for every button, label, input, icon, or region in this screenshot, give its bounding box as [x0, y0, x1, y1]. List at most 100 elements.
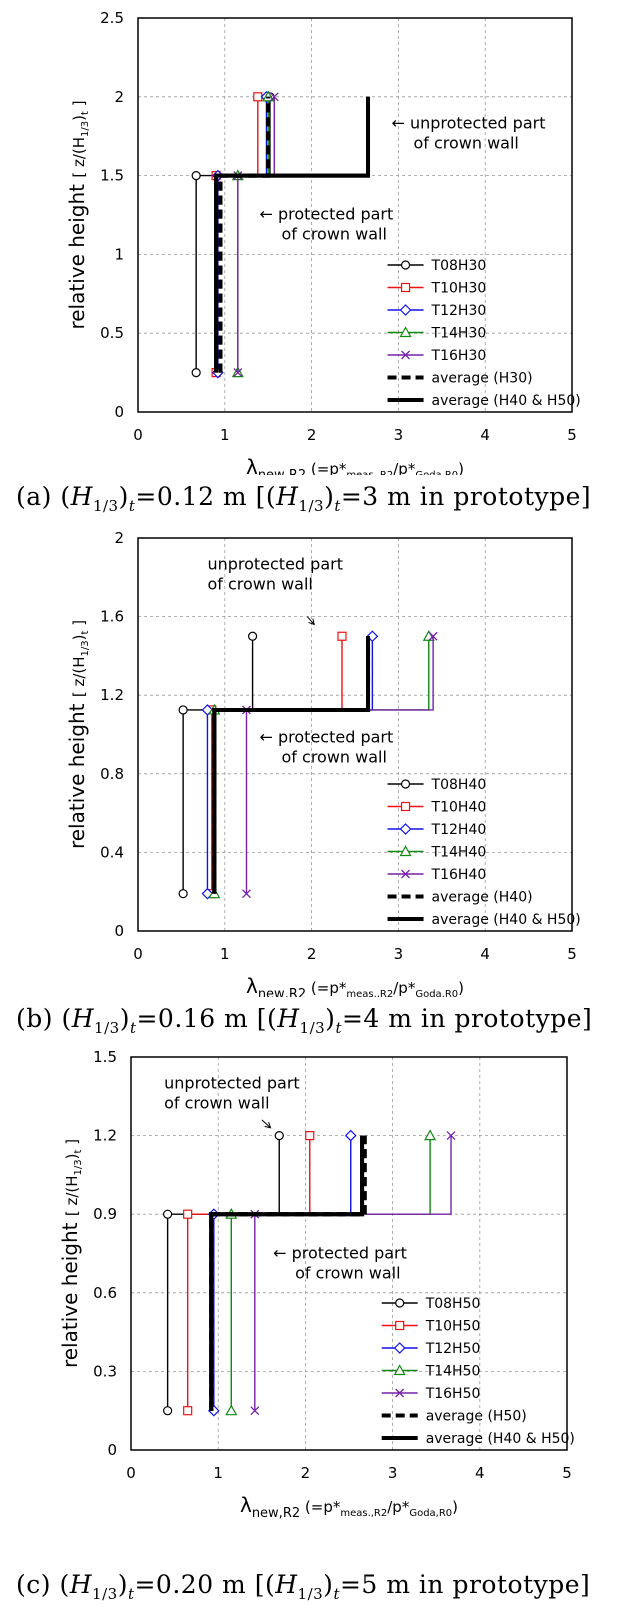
chart-b-series-t10h40-marker: [337, 631, 347, 641]
chart-c-legend-t14h50-marker: [393, 1364, 406, 1376]
chart-a-legend: T08H30 T10H30 T12H30 T14H30 T16H30 average (H…: [387, 258, 581, 409]
chart-c-ytick-label: 1.2: [93, 1127, 117, 1145]
chart-a-ytick-label: 0: [114, 403, 124, 421]
chart-b-legend-average-h40-label: average (H40): [432, 890, 533, 906]
chart-c-series-t08h50-line: [166, 1135, 280, 1411]
chart-a-xlabel-end: ): [458, 460, 464, 475]
chart-a-frame: [137, 17, 573, 413]
chart-a-xtick-label: 3: [394, 426, 404, 444]
chart-c-ytick-label: 0.3: [93, 1362, 117, 1380]
chart-c-series-t10h50-marker: [183, 1209, 193, 1219]
chart-c-series-t08h50-marker: [163, 1209, 173, 1219]
chart-a-series-average-h40-h50-top: [214, 96, 371, 373]
chart-a-ylabel-sub1: 1/3: [80, 121, 91, 137]
chart-a-xtick-label: 4: [480, 426, 490, 444]
chart-b-ylabel: relative height [ z/(H1/3)t ]: [65, 620, 91, 849]
chart-b-legend-t16h40-marker: [401, 869, 411, 879]
chart-a-ytick-label: 0.5: [100, 324, 124, 342]
chart-c-legend-t12h50-marker: [393, 1342, 406, 1354]
chart-c-annotation-line2: of crown wall: [295, 1264, 400, 1283]
chart-b-ytick-label: 1.6: [100, 608, 124, 626]
chart-a-series: [191, 90, 371, 379]
chart-a-xtick-label: 0: [133, 426, 143, 444]
chart-b-ylabel-sub2: t: [80, 631, 91, 635]
chart-c-series-t10h50-marker: [305, 1130, 315, 1141]
chart-a-legend-t12h30-label: T12H30: [431, 303, 487, 319]
chart-c-ylabel: relative height [ z/(H1/3)t ]: [58, 1139, 84, 1368]
chart-c-legend-average-h50-label: average (H50): [426, 1409, 527, 1425]
chart-b-series-t08h40-line: [182, 636, 254, 894]
chart-b-xtick-label: 3: [394, 945, 404, 963]
chart-a-ylabel-unit: [ z/(H: [70, 137, 88, 178]
chart-a-legend-t08h30-label: T08H30: [431, 258, 487, 274]
chart-b-xtick-label: 4: [480, 945, 490, 963]
chart-c-annotation-line1: unprotected part: [164, 1073, 300, 1092]
chart-b-frame: [137, 537, 573, 932]
chart-a-legend-t16h30-marker: [401, 350, 411, 360]
chart-a-ylabel-close: ]: [70, 100, 88, 111]
chart-a-series-t08h30-marker: [191, 368, 201, 378]
chart-a-series-t16h30-marker: [233, 368, 243, 378]
chart-a-ytick-label: 1: [114, 245, 124, 263]
chart-a-ytick-label: 2: [114, 88, 124, 106]
chart-c-ylabel-unit: [ z/(H: [63, 1175, 81, 1216]
chart-panel-a: 0 1 2 3 4 5 0 0.5 1 1.5 2 2.5 ← unprotected part of c…: [0, 0, 643, 475]
chart-c-legend-t14h50-label: T14H50: [425, 1364, 481, 1380]
chart-b-series-t16h40-marker: [242, 889, 251, 899]
chart-c-ytick-label: 0.6: [93, 1284, 117, 1302]
chart-b-legend-t08h40-marker: [400, 779, 411, 789]
caption-c-t: t: [127, 1585, 135, 1603]
caption-c-eq2: =5 m in prototype]: [339, 1570, 591, 1599]
chart-b-ytick-label: 1.2: [100, 686, 124, 704]
chart-b-legend-t10h40-marker: [400, 801, 411, 812]
chart-b-xlabel: λnew,R2 (=p*meas.,R2/p*Goda,R0): [246, 974, 464, 997]
caption-a: (a) (H1/3)t=0.12 m [(H1/3)t=3 m in proto…: [16, 482, 592, 515]
caption-a-h2: H: [276, 482, 299, 511]
chart-a-legend-t14h30-label: T14H30: [431, 326, 487, 342]
caption-a-sub: 1/3: [92, 497, 119, 515]
chart-b-series-t08h40-marker: [178, 889, 188, 899]
chart-a-legend-average-h30-label: average (H30): [432, 371, 533, 387]
chart-a-xlabel-main: λ: [246, 455, 258, 475]
chart-a-annotation-line2: of crown wall: [413, 133, 518, 152]
chart-b-series: [178, 630, 438, 900]
chart-c-xlabel: λnew,R2 (=p*meas.,R2/p*Goda,R0): [240, 1493, 458, 1521]
chart-c-xlabel-main: λ: [240, 1493, 252, 1517]
chart-c-xlabel-sub: new,R2: [252, 1506, 300, 1521]
chart-b-annotation-line2: of crown wall: [282, 747, 387, 766]
chart-b-xlabel-end: ): [458, 979, 464, 997]
chart-c-xlabel-p2: /p*: [387, 1498, 410, 1516]
chart-a-xlabel-p1-sub: meas.,R2: [346, 470, 393, 475]
chart-c-series-t14h50-marker: [225, 1404, 238, 1416]
chart-b-legend-t10h40-label: T10H40: [431, 800, 487, 816]
chart-b-ytick-label: 2: [114, 529, 124, 547]
chart-b-xlabel-p1-sub: meas.,R2: [346, 989, 393, 997]
caption-b-t2: t: [335, 1019, 342, 1037]
caption-b-h2: H: [277, 1004, 300, 1033]
chart-c-legend-t16h50-label: T16H50: [425, 1386, 481, 1402]
chart-c-series-t16h50-marker: [446, 1131, 456, 1141]
chart-a-ylabel-sub2: t: [80, 111, 91, 115]
chart-c-xlabel-p1-sub: meas.,R2: [340, 1508, 387, 1519]
chart-c-legend-t10h50-label: T10H50: [425, 1319, 481, 1335]
chart-c-series-t08h50-marker: [274, 1130, 284, 1141]
chart-c-xlabel-p1: (=p*: [300, 1498, 341, 1516]
chart-c-xlabel-p2-sub: Goda,R0: [409, 1508, 452, 1519]
chart-c-legend-t16h50-marker: [395, 1388, 405, 1398]
chart-a-series-t16h30-marker: [269, 92, 279, 102]
chart-c-xtick-label: 0: [126, 1464, 136, 1482]
caption-c-label: (c): [16, 1570, 60, 1599]
chart-c-xlabel-end: ): [452, 1498, 458, 1516]
chart-b-xlabel-sub: new,R2: [258, 987, 306, 997]
chart-b-ytick-label: 0.4: [100, 843, 124, 861]
caption-b-sub: 1/3: [94, 1019, 120, 1037]
chart-a-series-t10h30-line: [215, 96, 259, 373]
caption-a-eq2: =3 m in prototype]: [340, 482, 592, 511]
chart-c-legend-t12h50-label: T12H50: [425, 1341, 481, 1357]
chart-c-series-t12h50-marker: [344, 1129, 357, 1142]
chart-b-xlabel-p2: /p*: [393, 979, 416, 997]
caption-b-eq: =0.16 m [: [136, 1004, 267, 1033]
caption-b-sub2: 1/3: [299, 1019, 326, 1037]
chart-b-xtick-label: 0: [133, 945, 143, 963]
